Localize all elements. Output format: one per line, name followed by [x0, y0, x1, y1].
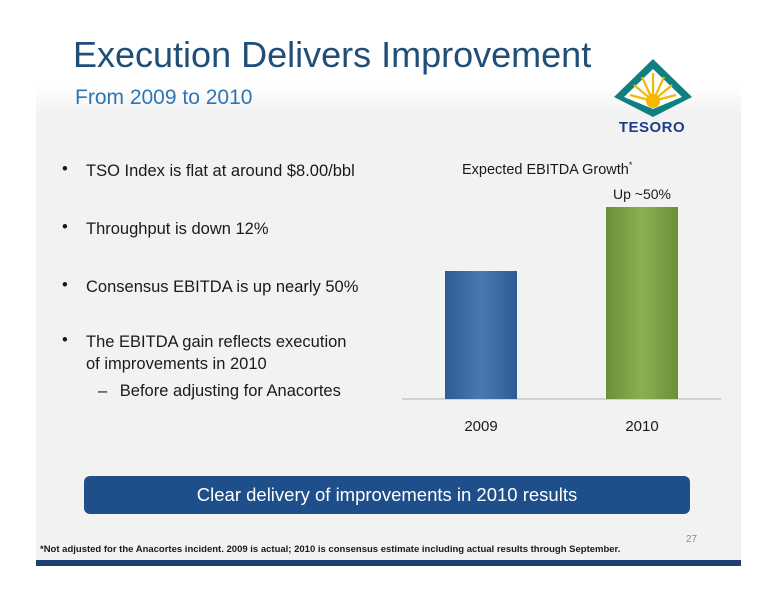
x-tick-label: 2009 — [464, 418, 497, 435]
bar-2010 — [606, 207, 678, 399]
callout-banner: Clear delivery of improvements in 2010 r… — [84, 476, 690, 514]
ebitda-chart: Expected EBITDA Growth* 2009 2010 Up ~50% — [380, 150, 740, 450]
chart-title-text: Expected EBITDA Growth — [462, 161, 629, 178]
bullet-text: Throughput is down 12% — [86, 220, 269, 238]
footnote: *Not adjusted for the Anacortes incident… — [40, 544, 621, 555]
bar-2009 — [445, 271, 517, 399]
bullet-marker: • — [62, 218, 68, 236]
sub-bullet-text: Before adjusting for Anacortes — [119, 382, 341, 400]
page-number: 27 — [686, 534, 698, 545]
chart-plot: 2009 2010 Up ~50% — [402, 186, 721, 435]
tesoro-logo-icon — [614, 59, 692, 117]
bullet-text: Consensus EBITDA is up nearly 50% — [86, 278, 359, 296]
sub-bullet-item: – Before adjusting for Anacortes — [98, 382, 341, 401]
slide-title: Execution Delivers Improvement — [73, 34, 592, 75]
bottom-rule — [36, 560, 741, 566]
data-label: Up ~50% — [613, 186, 671, 202]
slide-subtitle: From 2009 to 2010 — [75, 86, 253, 109]
bullet-text: TSO Index is flat at around $8.00/bbl — [86, 162, 355, 180]
chart-title-marker: * — [628, 160, 633, 170]
bullet-marker: • — [62, 160, 68, 178]
bullet-text: of improvements in 2010 — [86, 355, 267, 373]
chart-title: Expected EBITDA Growth* — [462, 160, 632, 178]
sub-bullet-marker: – — [98, 382, 108, 400]
x-tick-label: 2010 — [625, 418, 658, 435]
bullet-text: The EBITDA gain reflects execution — [86, 333, 347, 351]
logo-wordmark: TESORO — [618, 119, 686, 136]
bullet-marker: • — [62, 331, 68, 349]
bullet-marker: • — [62, 276, 68, 294]
